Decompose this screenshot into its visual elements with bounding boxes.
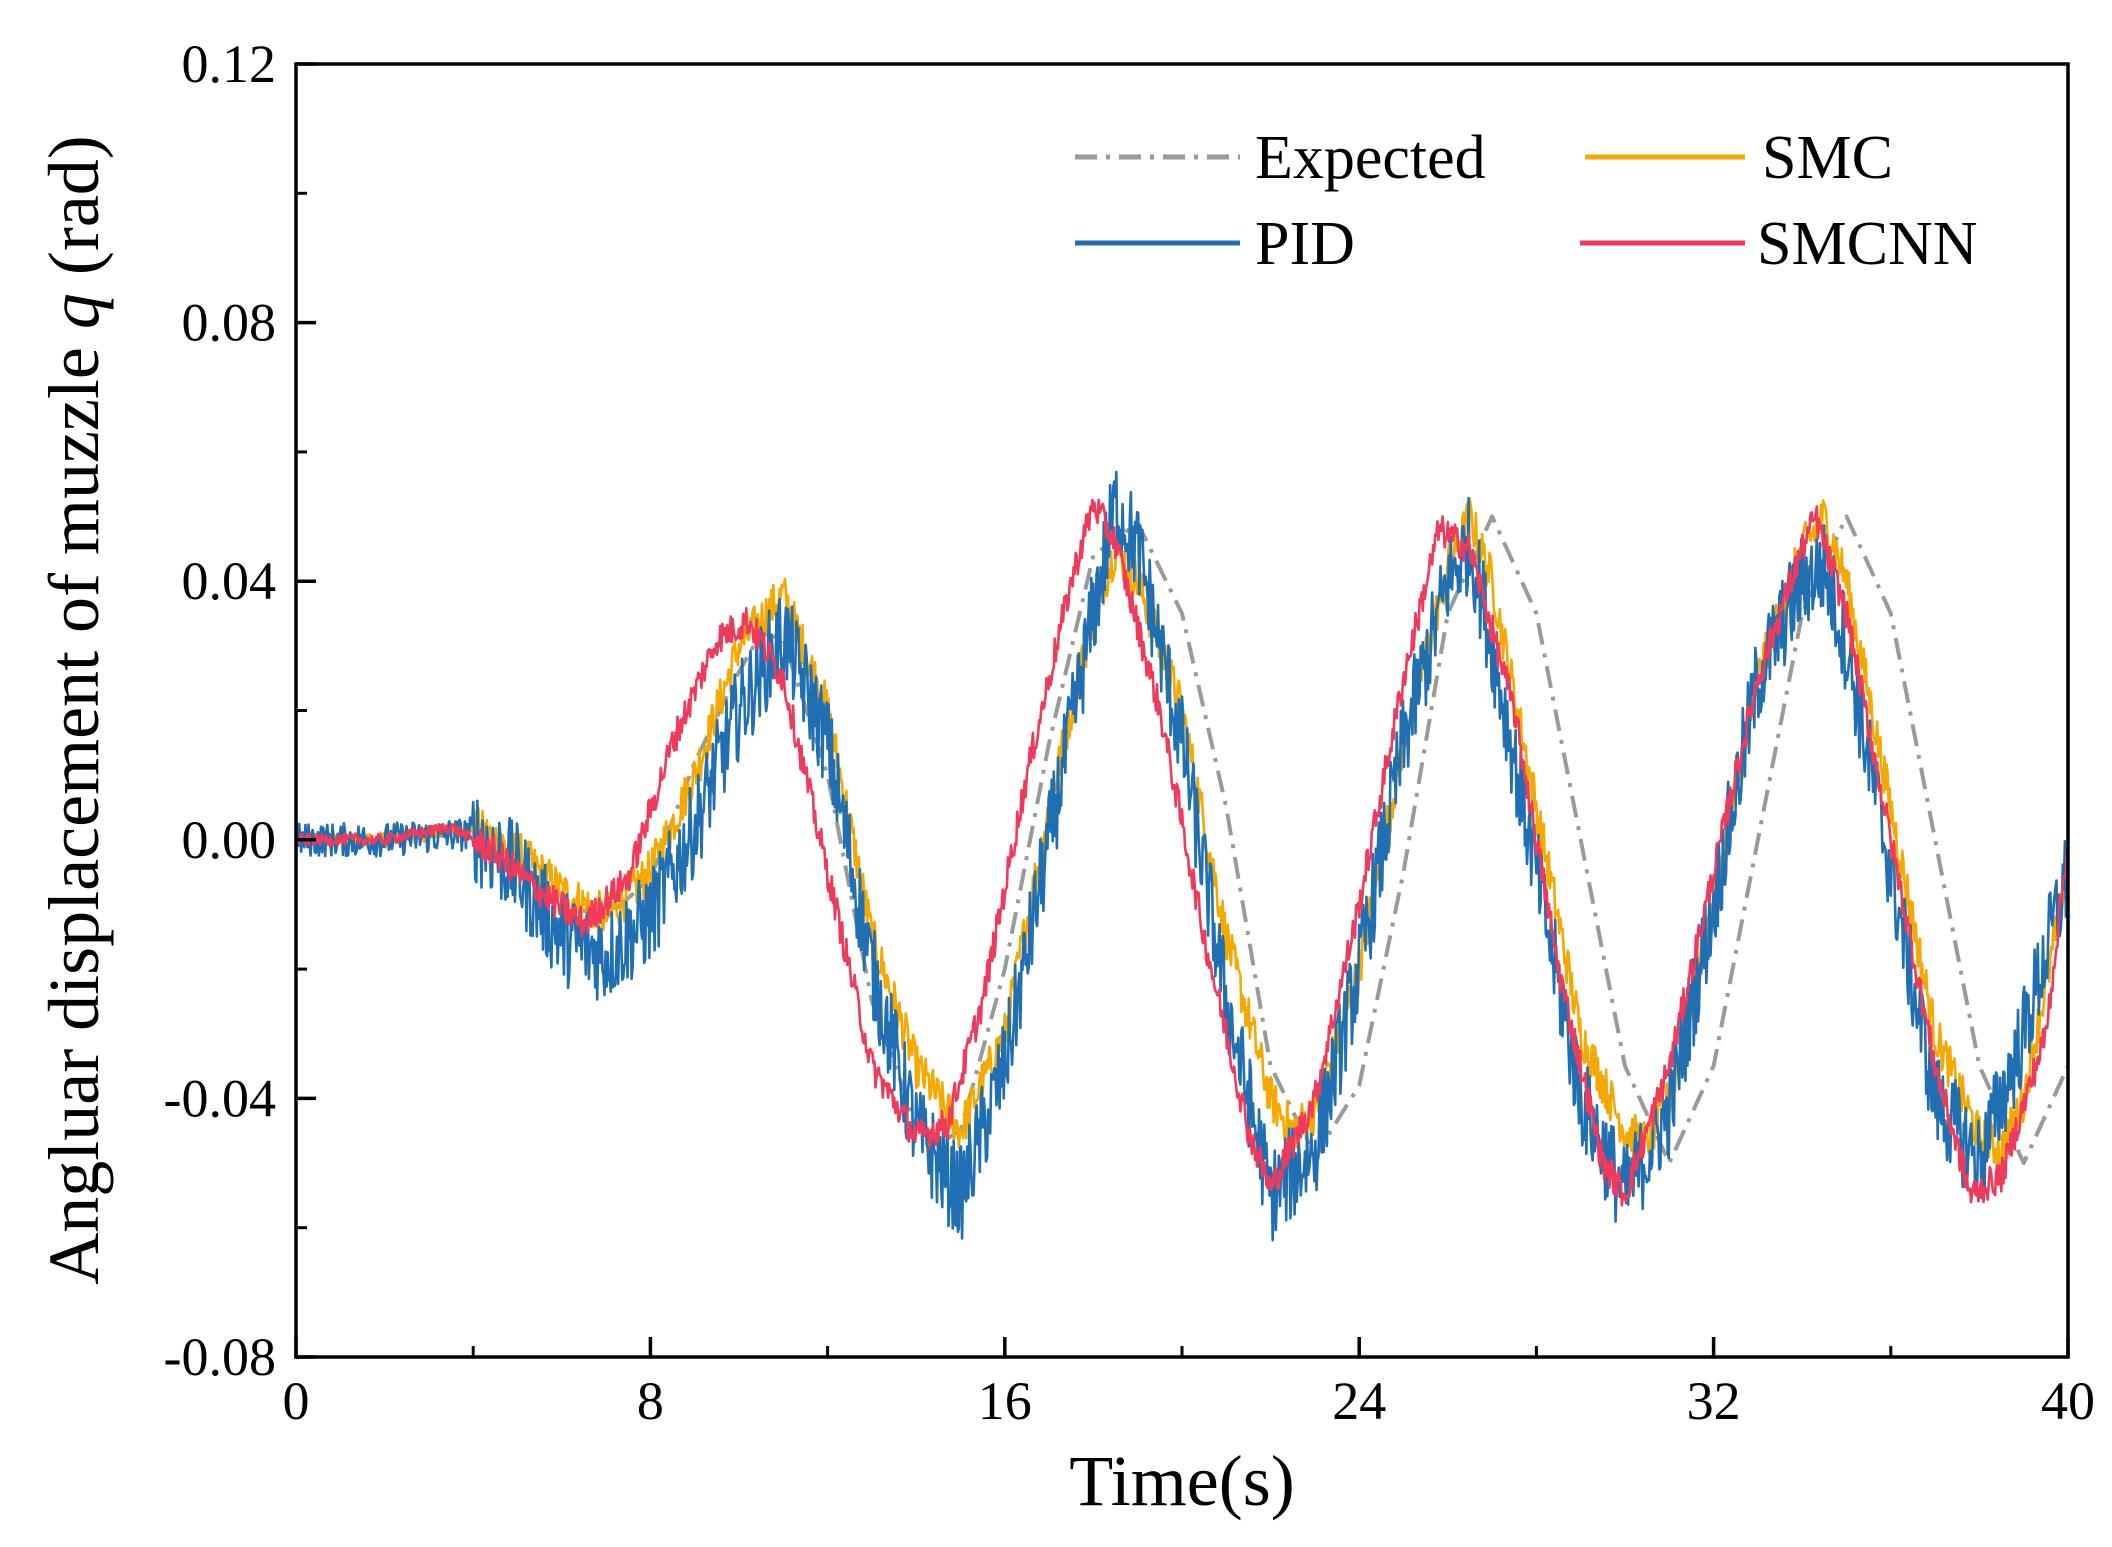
x-tick-label: 8	[637, 1371, 664, 1431]
y-tick-label: -0.08	[164, 1327, 276, 1387]
y-axis-title-prefix: Angluar displacement of muzzle	[34, 329, 114, 1285]
legend-label-expected: Expected	[1255, 124, 1486, 192]
x-tick-label: 0	[283, 1371, 310, 1431]
legend-label-smc: SMC	[1762, 124, 1893, 192]
y-axis-title: Angluar displacement of muzzle q (rad)	[34, 135, 114, 1285]
x-tick-label: 16	[978, 1371, 1032, 1431]
series-line-pid	[294, 470, 2070, 1242]
y-tick-label: -0.04	[164, 1068, 276, 1128]
series-line-expected	[296, 514, 2070, 1165]
legend: Expected SMC PID SMCNN	[1075, 124, 1978, 278]
x-tick-label: 32	[1687, 1371, 1741, 1431]
y-axis-title-suffix: (rad)	[34, 135, 114, 293]
x-tick-label: 40	[2041, 1371, 2095, 1431]
legend-label-smcnn: SMCNN	[1757, 210, 1978, 278]
x-tick-label: 24	[1332, 1371, 1386, 1431]
series-line-smcnn	[295, 498, 2070, 1207]
legend-label-pid: PID	[1255, 210, 1355, 278]
y-tick-label: 0.00	[182, 810, 277, 870]
y-tick-label: 0.04	[182, 551, 277, 611]
x-axis-title: Time(s)	[1069, 1441, 1294, 1521]
series-layer	[294, 470, 2070, 1242]
y-axis-title-symbol: q	[34, 293, 114, 329]
y-tick-label: 0.12	[182, 34, 277, 94]
tick-layer: 0 8 16 24 32 40 -0.08 -0.04 0.00 0.04 0.08 0.12	[164, 34, 2095, 1431]
y-tick-label: 0.08	[182, 293, 277, 353]
